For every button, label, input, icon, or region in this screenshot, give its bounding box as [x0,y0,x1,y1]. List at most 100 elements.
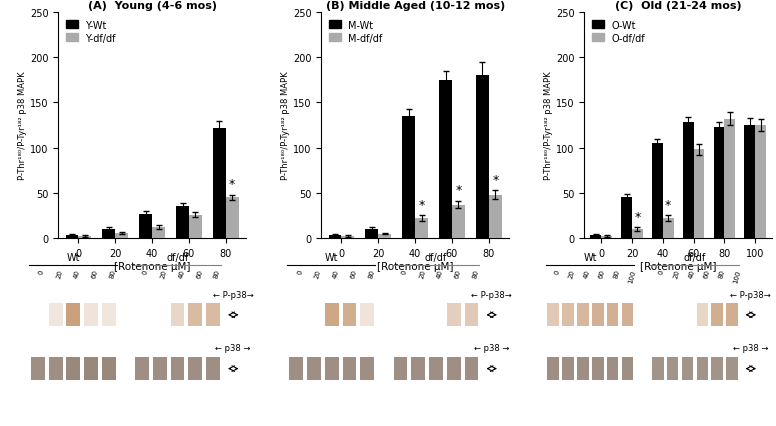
Bar [563,357,574,380]
Y-axis label: P-Thr¹⁸⁰/P-Tyr¹⁸² p38 MAPK: P-Thr¹⁸⁰/P-Tyr¹⁸² p38 MAPK [281,72,290,180]
Text: 60: 60 [91,268,99,279]
Legend: Y-Wt, Y-df/df: Y-Wt, Y-df/df [63,17,119,46]
Bar [289,357,303,380]
Text: 0: 0 [400,268,407,274]
Text: ← P-p38→: ← P-p38→ [471,290,512,299]
Text: 20: 20 [56,268,64,279]
Y-axis label: P-Thr¹⁸⁰/P-Tyr¹⁸² p38 MAPK: P-Thr¹⁸⁰/P-Tyr¹⁸² p38 MAPK [544,72,553,180]
Text: 80: 80 [213,268,221,279]
Text: *: * [634,210,640,223]
Bar [176,207,189,239]
Bar [622,303,633,327]
Text: df/df: df/df [684,253,706,262]
Bar [325,357,338,380]
Text: 60: 60 [702,268,711,279]
Text: Wt: Wt [325,253,338,262]
Bar [135,357,149,380]
Text: 60: 60 [349,268,358,279]
Bar [206,303,220,327]
Bar [744,126,755,239]
Bar [652,357,663,380]
Bar [632,230,643,239]
Title: (B) Middle Aged (10-12 mos): (B) Middle Aged (10-12 mos) [326,1,504,11]
Bar [663,219,674,239]
Legend: O-Wt, O-df/df: O-Wt, O-df/df [589,17,648,46]
Bar [342,357,356,380]
Bar [379,234,391,239]
Bar [65,236,78,239]
Bar [726,357,738,380]
Bar [152,228,165,239]
Y-axis label: P-Thr¹⁸⁰/P-Tyr¹⁸² p38 MAPK: P-Thr¹⁸⁰/P-Tyr¹⁸² p38 MAPK [18,72,27,180]
Bar [683,123,694,239]
Text: Wt: Wt [584,253,597,262]
Text: 80: 80 [367,268,376,279]
Text: 40: 40 [178,268,185,279]
Bar [189,303,203,327]
Text: ← P-p38→: ← P-p38→ [730,290,771,299]
Bar [411,357,425,380]
Text: 80: 80 [612,268,621,279]
Bar [577,357,589,380]
Bar [102,357,116,380]
Bar [697,303,708,327]
X-axis label: [Rotenone μM]: [Rotenone μM] [377,261,453,271]
Text: 0: 0 [142,268,149,274]
Bar [694,150,705,239]
Bar [607,357,618,380]
Bar [447,357,461,380]
Bar [601,237,612,239]
Bar [712,357,723,380]
Bar [360,357,374,380]
Bar [755,126,766,239]
Bar [328,236,341,239]
Text: 0: 0 [658,268,665,274]
Text: 80: 80 [109,268,117,279]
Bar [31,357,45,380]
Bar [712,303,723,327]
Text: *: * [492,173,498,186]
Bar [189,357,203,380]
Text: *: * [229,178,235,191]
Bar [325,303,338,327]
Title: (C)  Old (21-24 mos): (C) Old (21-24 mos) [615,1,742,11]
Text: *: * [665,199,671,211]
Bar [439,81,452,239]
Text: 40: 40 [688,268,695,279]
Bar [548,357,559,380]
Bar [563,303,574,327]
Bar [415,219,428,239]
Bar [465,357,478,380]
Text: 40: 40 [583,268,591,279]
Bar [402,117,415,239]
Text: 80: 80 [717,268,726,279]
Bar [365,230,379,239]
Bar [681,357,693,380]
Text: 0: 0 [296,268,303,274]
Bar [307,357,321,380]
Bar [667,357,678,380]
Text: 20: 20 [160,268,168,279]
Bar [465,303,478,327]
Bar [206,357,220,380]
Text: 60: 60 [196,268,203,279]
X-axis label: [Rotenone μM]: [Rotenone μM] [114,261,190,271]
Bar [67,357,80,380]
Text: 40: 40 [436,268,444,279]
Bar [652,144,663,239]
Bar [139,214,152,239]
Bar [697,357,708,380]
Bar [49,357,63,380]
Bar [714,127,724,239]
Bar [592,357,604,380]
Text: ← P-p38→: ← P-p38→ [213,290,254,299]
Text: 20: 20 [568,268,577,279]
Bar [341,237,355,239]
Bar [342,303,356,327]
Legend: M-Wt, M-df/df: M-Wt, M-df/df [326,17,386,46]
Bar [171,357,185,380]
Text: 40: 40 [332,268,340,279]
Bar [591,236,601,239]
Bar [476,76,489,239]
Bar [393,357,407,380]
